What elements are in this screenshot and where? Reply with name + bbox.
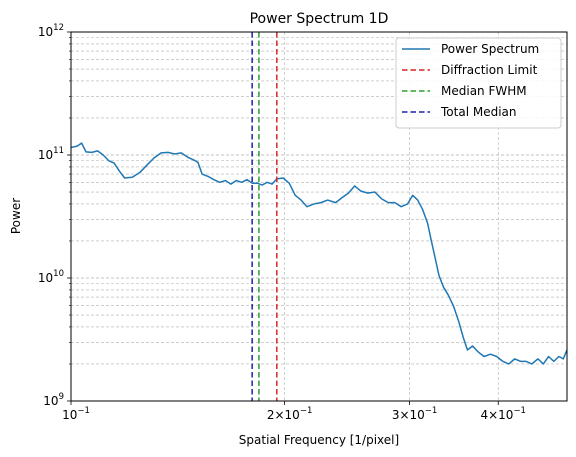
chart-title: Power Spectrum 1D	[250, 11, 389, 27]
x-tick-label: 3×10−1	[392, 406, 438, 422]
legend-box	[395, 37, 562, 129]
legend-label: Median FWHM	[441, 84, 527, 98]
y-tick-label: 1010	[38, 269, 64, 285]
y-axis-label: Power	[9, 198, 23, 234]
x-axis: 10−1 2×10−1 3×10−1 4×10−1	[62, 401, 526, 422]
x-tick-label: 10−1	[62, 406, 90, 422]
axes-frame	[70, 31, 568, 402]
legend-label: Diffraction Limit	[441, 63, 538, 77]
legend-label: Total Median	[440, 105, 517, 119]
x-tick-label: 4×10−1	[480, 406, 526, 422]
legend: Power Spectrum Diffraction Limit Median FW…	[395, 37, 562, 129]
legend-label: Power Spectrum	[441, 42, 539, 56]
grid	[70, 32, 568, 402]
x-axis-label: Spatial Frequency [1/pixel]	[239, 433, 399, 447]
y-axis: 109 1010 1011 1012	[38, 23, 71, 408]
y-tick-label: 109	[43, 392, 64, 408]
x-tick-label: 2×10−1	[267, 406, 313, 422]
y-tick-label: 1012	[38, 23, 64, 39]
plot-area	[71, 32, 567, 401]
y-tick-label: 1011	[38, 146, 64, 162]
series-line-power-spectrum	[71, 142, 567, 365]
